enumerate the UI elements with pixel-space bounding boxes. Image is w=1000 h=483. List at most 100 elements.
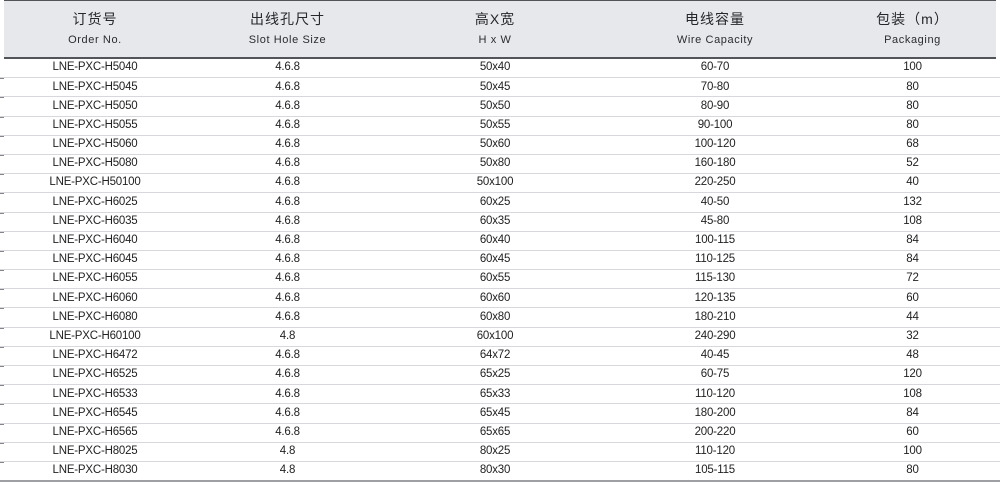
cell-order-no: LNE-PXC-H8025 (0, 441, 190, 462)
cell-order-no: LNE-PXC-H6472 (0, 345, 190, 366)
cell-wire-capacity: 120-135 (605, 288, 825, 308)
cell-packaging: 40 (825, 173, 1000, 193)
cell-wire-capacity: 60-70 (700, 61, 730, 74)
cell-slot-hole-size: 4.6.8 (190, 230, 385, 251)
table-row: LNE-PXC-H6565 4.6.8 65x65 200-220 60 (0, 422, 1000, 443)
cell-slot-hole-size: 4.6.8 (190, 288, 385, 308)
header-slot-hole-size-zh: 出线孔尺寸 (250, 10, 325, 27)
header-h-x-w-zh: 高X宽 (474, 10, 516, 27)
cell-wire-capacity: 180-200 (605, 403, 825, 424)
cell-wire-capacity: 60-75 (605, 364, 825, 385)
cell-slot-hole-size: 4.6.8 (190, 134, 385, 155)
table-row: LNE-PXC-H6533 4.6.8 65x33 110-120 108 (0, 384, 1000, 404)
cell-h-x-w: 50x40 (479, 61, 511, 74)
cell-h-x-w: 50x100 (385, 173, 605, 193)
cell-slot-hole-size: 4.6.8 (190, 77, 385, 97)
cell-h-x-w: 50x50 (385, 96, 605, 117)
header-row: 订货号 Order No. 出线孔尺寸 Slot Hole Size 高X宽 H… (0, 0, 1000, 59)
header-slot-hole-size: 出线孔尺寸 Slot Hole Size (190, 0, 385, 59)
cell-wire-capacity: 115-130 (605, 269, 825, 289)
cell-wire-capacity: 45-80 (605, 211, 825, 232)
cell-h-x-w: 60x80 (385, 307, 605, 328)
cell-wire-capacity: 80-90 (605, 96, 825, 117)
cell-slot-hole-size: 4.6.8 (190, 269, 385, 289)
cell-h-x-w: 80x30 (385, 460, 605, 482)
table-row: LNE-PXC-H50100 4.6.8 50x100 220-250 40 (0, 173, 1000, 193)
cell-packaging: 80 (825, 77, 1000, 97)
cell-slot-hole-size: 4.6.8 (190, 364, 385, 385)
cell-h-x-w: 65x65 (385, 422, 605, 443)
cell-packaging: 68 (825, 134, 1000, 155)
header-packaging-zh: 包装（m） (876, 10, 949, 27)
cell-slot-hole-size: 4.6.8 (190, 249, 385, 270)
cell-packaging: 84 (825, 403, 1000, 424)
cell-order-no: LNE-PXC-H6545 (0, 403, 190, 424)
cell-wire-capacity: 100-115 (605, 230, 825, 251)
cell-order-no: LNE-PXC-H60100 (0, 326, 190, 347)
cell-packaging: 84 (825, 230, 1000, 251)
cell-order-no: LNE-PXC-H6565 (0, 422, 190, 443)
cell-order-no: LNE-PXC-H6045 (0, 249, 190, 270)
cell-packaging: 120 (825, 364, 1000, 385)
cell-wire-capacity: 40-50 (605, 192, 825, 212)
cell-slot-hole-size: 4.8 (190, 460, 385, 482)
cell-h-x-w: 60x45 (385, 249, 605, 270)
cell-h-x-w: 50x45 (385, 77, 605, 97)
cell-order-no: LNE-PXC-H5080 (0, 153, 190, 174)
table-row: LNE-PXC-H6080 4.6.8 60x80 180-210 44 (0, 307, 1000, 328)
cell-order-no: LNE-PXC-H5060 (0, 134, 190, 155)
cell-slot-hole-size: 4.6.8 (190, 307, 385, 328)
cell-h-x-w: 65x33 (385, 384, 605, 404)
table-row: LNE-PXC-H8025 4.8 80x25 110-120 100 (0, 441, 1000, 462)
table-row: LNE-PXC-H6060 4.6.8 60x60 120-135 60 (0, 288, 1000, 308)
cell-order-no: LNE-PXC-H6080 (0, 307, 190, 328)
table-row: LNE-PXC-H6525 4.6.8 65x25 60-75 120 (0, 364, 1000, 385)
header-order-no-en: Order No. (68, 33, 122, 46)
cell-slot-hole-size: 4.6.8 (190, 173, 385, 193)
cell-slot-hole-size: 4.6.8 (190, 422, 385, 443)
header-slot-hole-size-en: Slot Hole Size (248, 33, 327, 46)
cell-h-x-w: 60x35 (385, 211, 605, 232)
header-h-x-w-en: H x W (478, 33, 512, 46)
cell-packaging: 32 (825, 326, 1000, 347)
table-row: LNE-PXC-H6545 4.6.8 65x45 180-200 84 (0, 403, 1000, 424)
cell-wire-capacity: 40-45 (605, 345, 825, 366)
cell-order-no: LNE-PXC-H5050 (0, 96, 190, 117)
table-row: LNE-PXC-H5040 4.6.8 50x40 60-70 100 (0, 58, 1000, 78)
cell-order-no: LNE-PXC-H5045 (0, 77, 190, 97)
table-header: 订货号 Order No. 出线孔尺寸 Slot Hole Size 高X宽 H… (0, 0, 1000, 59)
header-top-rule (4, 0, 996, 1)
table-row: LNE-PXC-H60100 4.8 60x100 240-290 32 (0, 326, 1000, 347)
cell-slot-hole-size: 4.6.8 (190, 153, 385, 174)
cell-wire-capacity: 90-100 (605, 115, 825, 136)
cell-packaging: 80 (825, 115, 1000, 136)
cell-order-no: LNE-PXC-H6060 (0, 288, 190, 308)
cell-order-no: LNE-PXC-H6040 (0, 230, 190, 251)
cell-order-no: LNE-PXC-H50100 (0, 173, 190, 193)
table-row: LNE-PXC-H6035 4.6.8 60x35 45-80 108 (0, 211, 1000, 232)
cell-wire-capacity: 100-120 (605, 134, 825, 155)
cell-packaging: 52 (825, 153, 1000, 174)
cell-packaging: 44 (825, 307, 1000, 328)
cell-slot-hole-size: 4.6.8 (190, 384, 385, 404)
cell-slot-hole-size: 4.8 (190, 441, 385, 462)
table-row: LNE-PXC-H6025 4.6.8 60x25 40-50 132 (0, 192, 1000, 212)
cell-order-no: LNE-PXC-H6025 (0, 192, 190, 212)
cell-wire-capacity: 110-120 (605, 441, 825, 462)
cell-order-no: LNE-PXC-H6533 (0, 384, 190, 404)
cell-slot-hole-size: 4.6.8 (275, 61, 300, 74)
cell-slot-hole-size: 4.6.8 (190, 211, 385, 232)
table-row: LNE-PXC-H5045 4.6.8 50x45 70-80 80 (0, 77, 1000, 97)
header-order-no: 订货号 Order No. (0, 0, 190, 59)
cell-h-x-w: 50x80 (385, 153, 605, 174)
cell-wire-capacity: 160-180 (605, 153, 825, 174)
cell-h-x-w: 60x100 (385, 326, 605, 347)
cell-h-x-w: 60x25 (385, 192, 605, 212)
cell-slot-hole-size: 4.6.8 (190, 115, 385, 136)
table-row: LNE-PXC-H8030 4.8 80x30 105-115 80 (0, 460, 1000, 482)
cell-order-no: LNE-PXC-H8030 (0, 460, 190, 482)
cell-h-x-w: 60x40 (385, 230, 605, 251)
table-row: LNE-PXC-H5060 4.6.8 50x60 100-120 68 (0, 134, 1000, 155)
cell-wire-capacity: 110-120 (605, 384, 825, 404)
cell-h-x-w: 65x45 (385, 403, 605, 424)
